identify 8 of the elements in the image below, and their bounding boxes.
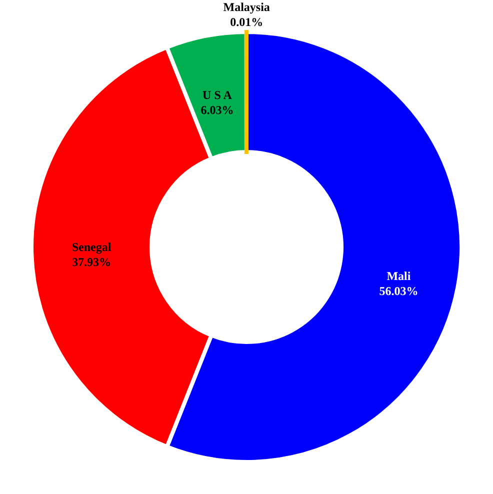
data-label: 37.93% <box>72 255 111 270</box>
slice-label: Malaysia <box>223 0 270 14</box>
slice-label: Mali <box>386 269 412 284</box>
data-label: 6.03% <box>200 102 234 117</box>
data-label: 56.03% <box>379 284 418 298</box>
slice-label: U S A <box>202 88 232 102</box>
slice-label: Senegal <box>72 240 112 254</box>
data-label: 0.01% <box>230 15 264 29</box>
